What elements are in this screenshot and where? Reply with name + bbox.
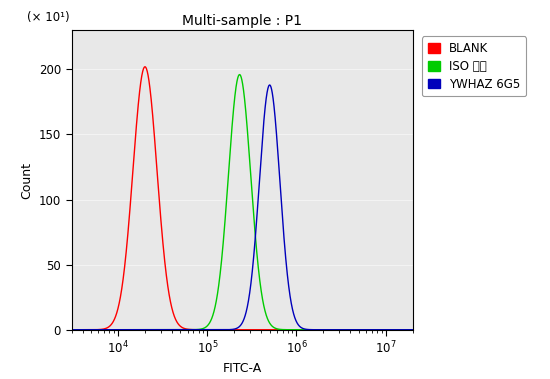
YWHAZ 6G5 <box>266 83 273 87</box>
BLANK <box>366 327 372 332</box>
ISO 单抗 <box>214 294 221 299</box>
ISO 单抗 <box>366 327 372 332</box>
ISO 单抗 <box>409 327 416 332</box>
Legend: BLANK, ISO 单抗, YWHAZ 6G5: BLANK, ISO 单抗, YWHAZ 6G5 <box>422 36 526 97</box>
YWHAZ 6G5 <box>409 327 416 332</box>
BLANK <box>142 64 148 69</box>
BLANK <box>107 323 114 328</box>
ISO 单抗 <box>199 327 206 331</box>
ISO 单抗 <box>68 327 75 332</box>
ISO 单抗 <box>236 72 243 77</box>
X-axis label: FITC-A: FITC-A <box>222 362 262 375</box>
Line: BLANK: BLANK <box>72 67 412 330</box>
BLANK <box>214 327 221 332</box>
BLANK <box>199 327 206 332</box>
YWHAZ 6G5 <box>128 327 134 332</box>
YWHAZ 6G5 <box>107 327 114 332</box>
YWHAZ 6G5 <box>199 327 206 332</box>
ISO 单抗 <box>403 327 409 332</box>
BLANK <box>68 327 75 332</box>
YWHAZ 6G5 <box>214 327 221 332</box>
ISO 单抗 <box>128 327 134 332</box>
Title: Multi-sample : P1: Multi-sample : P1 <box>182 14 302 28</box>
YWHAZ 6G5 <box>68 327 75 332</box>
Y-axis label: Count: Count <box>20 161 34 199</box>
ISO 单抗 <box>107 327 114 332</box>
BLANK <box>128 198 134 203</box>
BLANK <box>409 327 416 332</box>
YWHAZ 6G5 <box>366 327 372 332</box>
Line: ISO 单抗: ISO 单抗 <box>72 75 412 330</box>
Text: (× 10¹): (× 10¹) <box>27 11 70 24</box>
Line: YWHAZ 6G5: YWHAZ 6G5 <box>72 85 412 330</box>
YWHAZ 6G5 <box>403 327 409 332</box>
BLANK <box>403 327 409 332</box>
